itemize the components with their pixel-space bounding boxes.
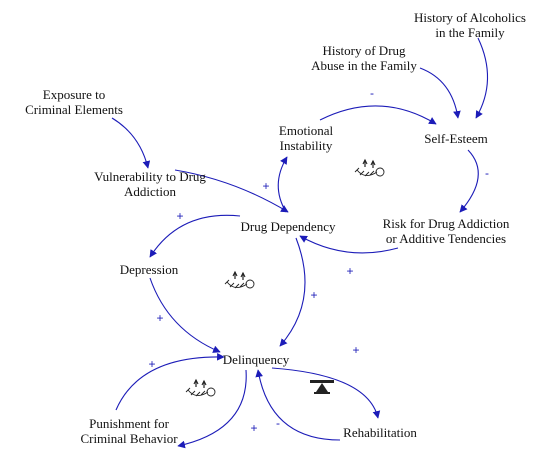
node-depression: Depression <box>119 262 179 277</box>
arrow-exposure-to-vulnerability <box>111 117 151 169</box>
polarity-depression-to-delinquency: + <box>156 311 164 325</box>
polarity-drug-dependency-to-delinquency: + <box>310 288 318 302</box>
polarity-delinquency-to-rehabilitation: + <box>352 343 360 357</box>
arrow-emotional-instability-to-self-esteem <box>319 105 437 125</box>
node-vulnerability-to-drug-addiction: Vulnerability to Drug Addiction <box>94 169 206 199</box>
arrow-delinquency-to-punishment <box>177 369 247 449</box>
node-emotional-instability: Emotional Instability <box>278 123 334 153</box>
polarity-drug-dependency-to-depression: + <box>176 209 184 223</box>
node-history-of-drug-abuse: History of Drug Abuse in the Family <box>311 43 417 73</box>
reinforcing-loop-icon <box>185 378 216 397</box>
node-delinquency: Delinquency <box>222 352 290 367</box>
arrow-vulnerability-to-drug-dependency <box>174 169 289 213</box>
arrow-punishment-to-delinquency <box>115 352 225 411</box>
reinforcing-loop-icon <box>224 270 255 289</box>
arrow-depression-to-delinquency <box>149 277 221 353</box>
arrow-history-drug-to-self-esteem <box>419 67 461 119</box>
polarity-rehabilitation-to-delinquency: - <box>276 416 280 430</box>
node-punishment-for-criminal-behavior: Punishment for Criminal Behavior <box>80 416 178 446</box>
balancing-loop-icon <box>310 380 334 394</box>
polarity-risk-to-drug-dependency: + <box>346 264 354 278</box>
polarity-emotional-to-self-esteem: - <box>370 86 374 100</box>
arrow-rehabilitation-to-delinquency <box>255 369 341 441</box>
arrow-drug-dependency-to-emotional-instability <box>277 156 288 213</box>
arrow-delinquency-to-rehabilitation <box>271 367 381 419</box>
arrow-self-esteem-to-risk <box>459 149 479 213</box>
node-history-of-alcoholics: History of Alcoholics in the Family <box>414 10 526 40</box>
arrow-risk-to-drug-dependency <box>299 235 399 254</box>
polarity-delinquency-to-punishment: + <box>250 421 258 435</box>
node-exposure-to-criminal-elements: Exposure to Criminal Elements <box>25 87 123 117</box>
arrow-drug-dependency-to-delinquency <box>279 237 306 347</box>
node-risk-for-drug-addiction: Risk for Drug Addiction or Additive Tende… <box>382 216 510 246</box>
arrow-history-alcoholics-to-self-esteem <box>475 37 489 119</box>
polarity-punishment-to-delinquency: + <box>148 357 156 371</box>
polarity-self-esteem-to-risk: - <box>485 166 489 180</box>
reinforcing-loop-icon <box>354 158 385 177</box>
node-rehabilitation: Rehabilitation <box>343 425 417 440</box>
node-self-esteem: Self-Esteem <box>424 131 488 146</box>
arrow-drug-dependency-to-depression <box>149 214 241 258</box>
polarity-vulnerability-to-drug-dependency: + <box>262 179 270 193</box>
node-drug-dependency: Drug Dependency <box>240 219 336 234</box>
